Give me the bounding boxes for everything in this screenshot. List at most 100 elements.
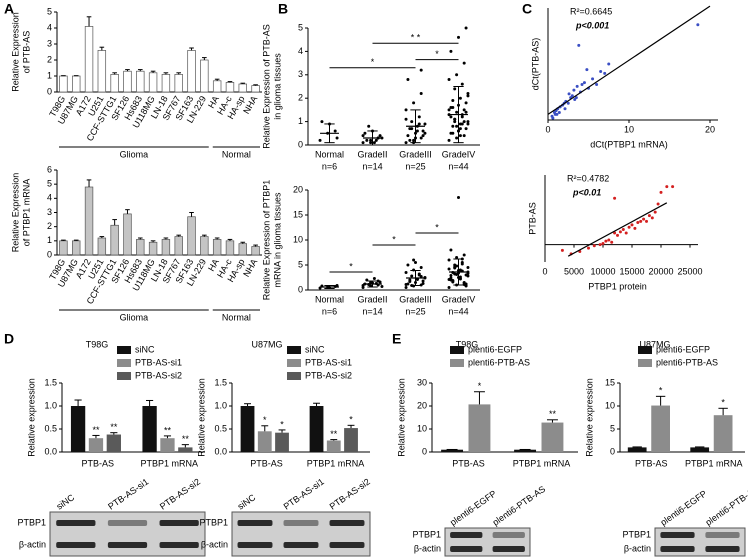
blot-band <box>329 520 365 526</box>
data-point <box>363 131 367 135</box>
y-axis-label: dCt(PTB-AS) <box>530 38 540 91</box>
bar <box>627 447 647 452</box>
bar <box>110 74 119 93</box>
data-point <box>404 108 408 112</box>
data-point <box>447 138 451 142</box>
data-point <box>462 134 466 138</box>
x-tick-label: PTBP1 mRNA <box>307 458 365 468</box>
data-point <box>447 286 451 289</box>
data-point <box>453 120 457 124</box>
data-point <box>553 112 557 116</box>
x-tick-sublabel: n=25 <box>405 306 425 316</box>
x-tick-label: GradeIV <box>442 149 476 159</box>
bar <box>70 406 86 452</box>
data-point <box>457 196 460 199</box>
y-axis-label: Relative expression <box>396 378 406 457</box>
bar <box>240 406 255 452</box>
data-point <box>417 272 421 276</box>
bar <box>251 246 260 256</box>
y-tick-label: 20 <box>417 400 427 410</box>
data-point <box>560 248 564 252</box>
blot-band <box>660 532 695 538</box>
data-point <box>421 134 425 138</box>
y-tick-label: 0 <box>47 86 52 96</box>
data-point <box>466 122 470 126</box>
data-point <box>624 231 628 235</box>
data-point <box>361 141 365 145</box>
bar <box>651 405 670 452</box>
data-point <box>671 185 675 189</box>
data-point <box>462 120 466 124</box>
legend-label: siNC <box>305 344 325 354</box>
data-point <box>604 239 608 243</box>
blot-band <box>492 546 525 552</box>
data-point <box>462 108 466 112</box>
blot-lane-label: PTB-AS-si2 <box>158 476 202 511</box>
data-point <box>449 248 453 252</box>
bar <box>200 236 209 256</box>
x-tick-sublabel: n=44 <box>448 161 468 171</box>
annotation: R²=0.6645 <box>570 6 612 16</box>
significance: ** <box>549 409 557 419</box>
x-axis-label: dCt(PTBP1 mRNA) <box>590 139 668 149</box>
blot-band <box>705 546 740 552</box>
y-tick-label: 1.5 <box>44 377 57 387</box>
y-tick-label: 4 <box>47 193 52 203</box>
blot-lane-label: siNC <box>236 492 258 512</box>
data-point <box>404 283 408 286</box>
bar <box>541 422 564 452</box>
data-point <box>367 124 371 128</box>
x-tick-label: PTBP1 mRNA <box>513 458 571 468</box>
significance: * <box>392 234 396 244</box>
data-point <box>566 101 570 105</box>
data-point <box>551 116 555 120</box>
data-point <box>369 141 373 145</box>
significance: * <box>263 415 267 425</box>
y-axis-label: Relative expression <box>584 378 594 457</box>
blot-lane-label: PTB-AS-si1 <box>282 476 326 511</box>
y-tick-label: 5 <box>47 179 52 189</box>
data-point <box>419 68 423 72</box>
data-point <box>460 82 464 86</box>
blot-band <box>107 520 148 526</box>
y-tick-label: 3 <box>298 69 303 79</box>
y-tick-label: 10 <box>417 423 427 433</box>
data-point <box>361 284 365 287</box>
bar <box>238 83 247 93</box>
y-tick-label: 4 <box>47 22 52 32</box>
y-axis-label: PTB-AS <box>527 202 537 235</box>
y-axis-label: of PTB-AS <box>21 31 31 74</box>
bar <box>84 186 94 256</box>
x-tick-label: 5000 <box>564 266 584 276</box>
data-point <box>419 92 423 96</box>
blot-band <box>56 520 96 526</box>
legend-swatch <box>287 372 301 380</box>
data-point <box>447 108 451 112</box>
data-point <box>410 127 414 131</box>
bar <box>161 74 171 93</box>
x-tick-sublabel: n=6 <box>322 306 337 316</box>
legend-label: plenti6-EGFP <box>656 344 710 354</box>
chart-title: T98G <box>456 339 479 349</box>
bar <box>123 70 132 93</box>
data-point <box>455 256 459 259</box>
data-point <box>419 136 423 140</box>
data-point <box>447 278 451 281</box>
y-tick-label: 2 <box>47 54 52 64</box>
data-point <box>466 266 470 269</box>
x-tick-label: PTB-AS <box>81 458 114 468</box>
y-tick-label: 0 <box>422 446 427 456</box>
bar <box>84 26 94 93</box>
y-tick-label: 3 <box>47 38 52 48</box>
bar <box>212 239 222 256</box>
legend-label: PTB-AS-si2 <box>305 370 352 380</box>
y-tick-label: 0.5 <box>44 423 57 433</box>
data-point <box>460 115 464 119</box>
y-tick-label: 1.0 <box>44 400 57 410</box>
data-point <box>455 124 459 128</box>
x-tick-sublabel: n=25 <box>405 161 425 171</box>
data-point <box>656 202 660 206</box>
data-point <box>464 110 468 114</box>
data-point <box>369 138 373 142</box>
